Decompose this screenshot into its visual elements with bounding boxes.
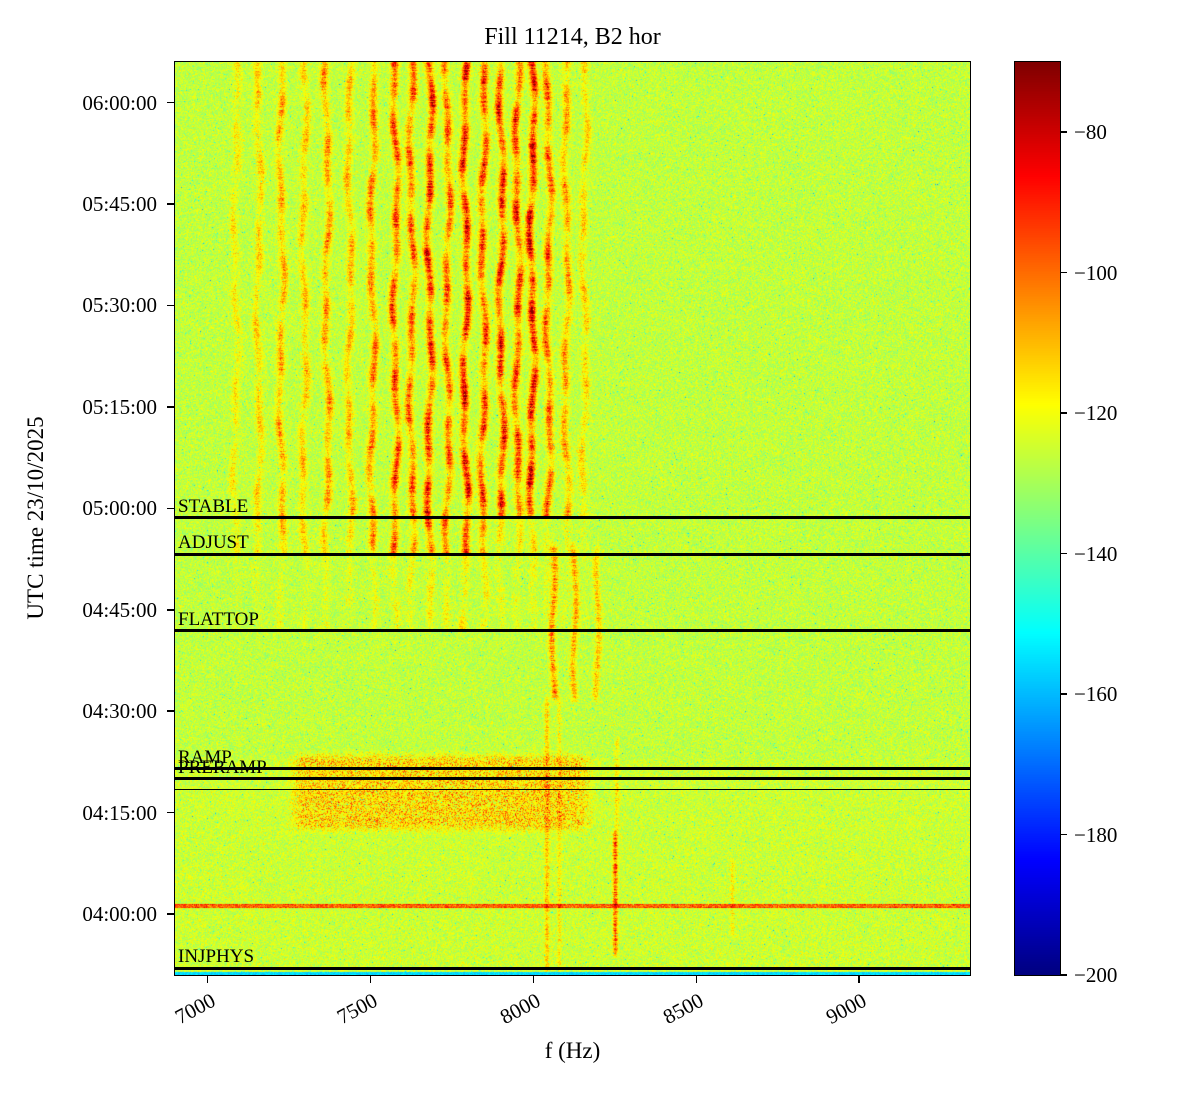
colorbar-tick-label: −200 <box>1074 963 1118 987</box>
y-axis-label: UTC time 23/10/2025 <box>23 416 48 620</box>
y-tick-label: 05:15:00 <box>82 394 157 419</box>
x-axis-label: f (Hz) <box>544 1038 601 1063</box>
y-tick-label: 05:45:00 <box>82 192 157 217</box>
beam-mode-label: FLATTOP <box>178 608 259 630</box>
colorbar-tick-mark <box>1060 974 1067 976</box>
y-tick-mark <box>167 203 175 205</box>
beam-mode-label: PRERAMP <box>178 756 267 778</box>
colorbar-tick-label: −120 <box>1074 401 1118 426</box>
y-tick-mark <box>167 710 175 712</box>
beam-mode-line <box>175 516 970 520</box>
colorbar-tick-mark <box>1060 271 1067 274</box>
beam-mode-label: ADJUST <box>178 532 249 554</box>
beam-mode-line-thin <box>175 788 970 791</box>
y-tick-label: 04:45:00 <box>82 597 157 622</box>
beam-mode-label: RAMP <box>178 746 232 768</box>
colorbar-tick-mark <box>1060 412 1067 414</box>
beam-mode-line <box>175 966 970 970</box>
y-tick-label: 05:30:00 <box>82 293 157 318</box>
y-tick-mark <box>167 101 175 104</box>
colorbar-tick-mark <box>1060 552 1067 555</box>
beam-mode-line <box>175 767 970 771</box>
chart-title: Fill 11214, B2 hor <box>484 24 661 50</box>
y-tick-mark <box>167 507 175 510</box>
x-tick-mark <box>369 975 372 983</box>
colorbar-tick-mark <box>1060 693 1067 695</box>
colorbar-tick-label: −100 <box>1074 260 1118 285</box>
y-tick-label: 06:00:00 <box>82 90 157 115</box>
x-tick-mark <box>858 975 860 983</box>
beam-mode-label: STABLE <box>178 495 249 517</box>
x-tick-mark <box>695 975 698 983</box>
colorbar-tick-mark <box>1060 131 1067 133</box>
beam-mode-line <box>175 552 970 556</box>
x-tick-mark <box>532 975 535 983</box>
y-tick-mark <box>167 609 175 611</box>
colorbar-tick-label: −160 <box>1074 682 1118 707</box>
y-tick-mark <box>167 406 175 408</box>
colorbar-canvas <box>1015 62 1060 975</box>
y-tick-mark <box>167 811 175 814</box>
colorbar <box>1014 61 1061 976</box>
x-tick-mark <box>206 975 209 983</box>
y-tick-mark <box>167 913 175 915</box>
y-tick-label: 04:00:00 <box>82 902 157 927</box>
colorbar-tick-label: −140 <box>1074 541 1118 566</box>
beam-mode-label: INJPHYS <box>178 946 255 968</box>
y-tick-mark <box>167 304 175 307</box>
colorbar-tick-label: −80 <box>1074 120 1107 145</box>
beam-mode-line <box>175 777 970 781</box>
y-tick-label: 05:00:00 <box>82 496 157 521</box>
colorbar-tick-mark <box>1060 833 1067 836</box>
y-tick-label: 04:30:00 <box>82 699 157 724</box>
y-tick-label: 04:15:00 <box>82 800 157 825</box>
beam-mode-line <box>175 629 970 633</box>
colorbar-tick-label: −180 <box>1074 822 1118 847</box>
